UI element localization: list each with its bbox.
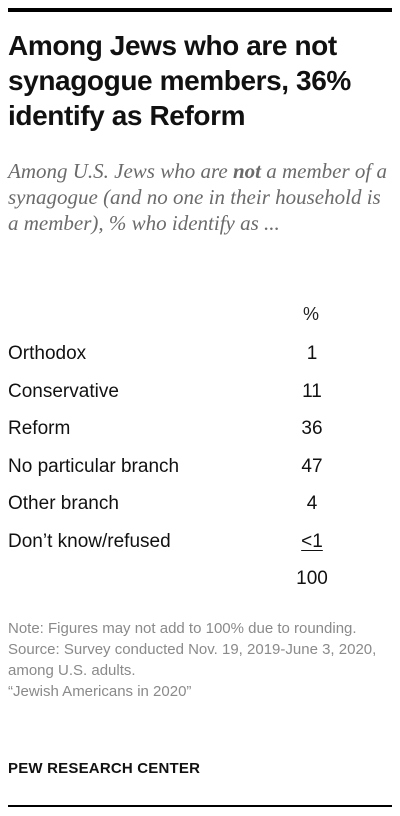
note-text: Note: Figures may not add to 100% due to…: [8, 620, 357, 637]
notes: Note: Figures may not add to 100% due to…: [8, 618, 392, 702]
chart-subtitle: Among U.S. Jews who are not a member of …: [8, 158, 392, 236]
row-value: 4: [306, 493, 318, 514]
bottom-rule: [8, 805, 392, 807]
subtitle-emphasis: not: [232, 159, 261, 183]
row-label: Don’t know/refused: [8, 531, 171, 552]
row-label: Conservative: [8, 381, 119, 402]
chart-title: Among Jews who are not synagogue members…: [8, 30, 351, 131]
row-value: 47: [301, 456, 323, 477]
row-value: 36: [301, 418, 323, 439]
row-label: Other branch: [8, 493, 119, 514]
subtitle-before: Among U.S. Jews who are: [8, 159, 233, 183]
subtitle-after: a member of a synagogue (and no one in t…: [8, 159, 387, 235]
row-label: Orthodox: [8, 343, 87, 364]
row-value: <1: [301, 531, 323, 552]
row-label: Reform: [8, 418, 71, 439]
row-value: 11: [302, 381, 322, 402]
total-value: 100: [296, 568, 328, 589]
unit-header: %: [302, 304, 319, 324]
brand-label: PEW RESEARCH CENTER: [8, 760, 201, 777]
row-label: No particular branch: [8, 456, 180, 477]
source-text: Source: Survey conducted Nov. 19, 2019-J…: [8, 641, 377, 679]
row-value: 1: [306, 343, 318, 364]
top-rule: [8, 8, 392, 12]
report-text: “Jewish Americans in 2020”: [8, 683, 192, 700]
